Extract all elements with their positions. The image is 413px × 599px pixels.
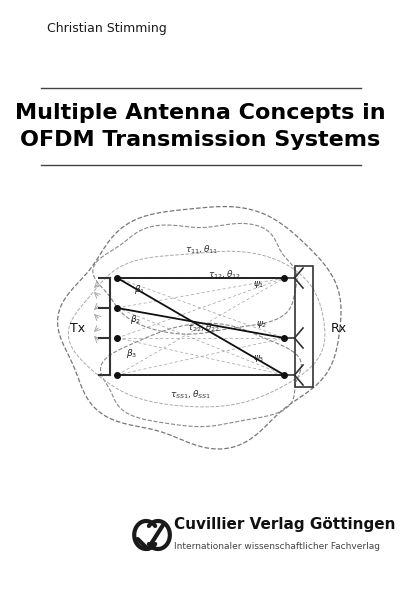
Text: OFDM Transmission Systems: OFDM Transmission Systems	[20, 130, 380, 150]
Text: $\tau_{SS1},\theta_{SS1}$: $\tau_{SS1},\theta_{SS1}$	[171, 389, 212, 401]
Text: Cuvillier Verlag Göttingen: Cuvillier Verlag Göttingen	[174, 518, 396, 533]
Text: Tx: Tx	[70, 322, 85, 334]
Text: $\tau_{11},\theta_{11}$: $\tau_{11},\theta_{11}$	[185, 244, 218, 256]
Text: $\beta_1$: $\beta_1$	[134, 283, 145, 297]
Text: Multiple Antenna Concepts in: Multiple Antenna Concepts in	[15, 103, 386, 123]
Text: Christian Stimming: Christian Stimming	[47, 22, 166, 35]
Text: $\psi_1$: $\psi_1$	[254, 280, 265, 291]
Text: Rx: Rx	[331, 322, 347, 334]
Bar	[294, 266, 313, 387]
Text: $\tau_{22},\theta_{22}$: $\tau_{22},\theta_{22}$	[187, 322, 221, 334]
Text: $\beta_3$: $\beta_3$	[126, 346, 137, 359]
Text: $\beta_2$: $\beta_2$	[130, 313, 141, 326]
Text: Internationaler wissenschaftlicher Fachverlag: Internationaler wissenschaftlicher Fachv…	[174, 542, 380, 551]
Text: $\psi_3$: $\psi_3$	[253, 352, 264, 364]
Text: $\tau_{12},\theta_{12}$: $\tau_{12},\theta_{12}$	[209, 269, 242, 282]
Text: $\psi_2$: $\psi_2$	[256, 319, 267, 331]
